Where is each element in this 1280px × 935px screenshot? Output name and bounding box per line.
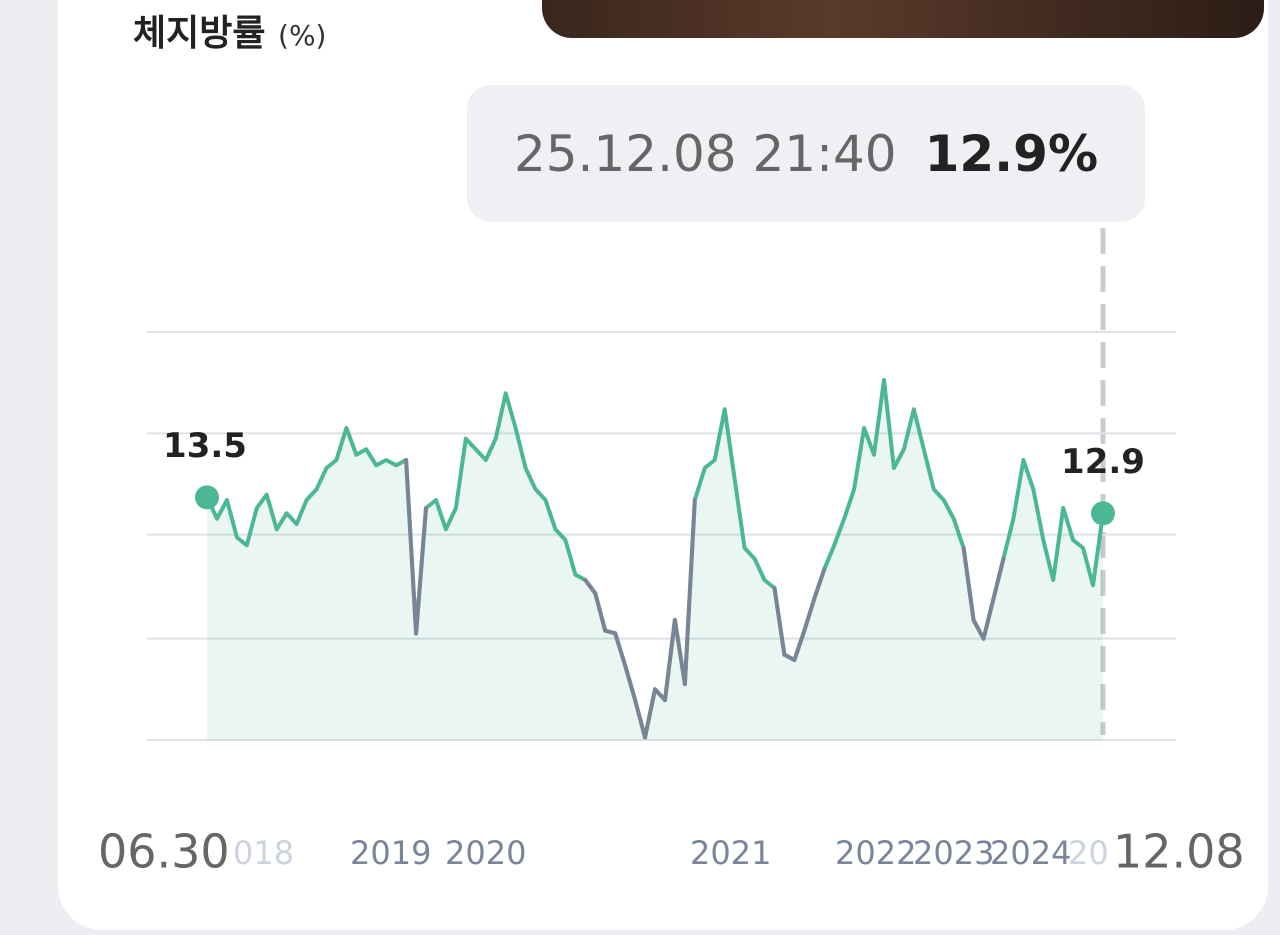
x-label: 20 <box>1068 834 1109 872</box>
low-segment <box>981 596 996 641</box>
area <box>207 380 1103 740</box>
x-label: 2020 <box>445 834 526 872</box>
end-dot <box>195 485 219 510</box>
x-label: 018 <box>233 834 294 872</box>
title-text: 체지방률 <box>133 13 266 54</box>
tooltip-value: 12.9% <box>924 124 1099 183</box>
low-segment <box>643 687 657 740</box>
low-segment <box>971 618 986 641</box>
x-label: 12.08 <box>1113 825 1245 879</box>
value-label: 13.5 <box>163 426 247 466</box>
low-segment <box>623 663 638 702</box>
low-segment <box>613 631 628 668</box>
low-segment <box>802 596 817 633</box>
low-segment <box>414 506 429 636</box>
low-segment <box>812 567 827 601</box>
low-segment <box>404 458 419 636</box>
x-label: 2024 <box>990 834 1071 872</box>
unit: (%) <box>278 19 327 52</box>
tooltip-time: 25.12.08 21:40 <box>513 124 897 183</box>
low-segment <box>991 556 1006 601</box>
low-segment <box>772 586 787 657</box>
low-segment <box>583 578 598 596</box>
x-label: 06.30 <box>98 825 230 879</box>
x-label: 2022 <box>835 834 916 872</box>
low-segment <box>662 618 677 702</box>
x-label: 2021 <box>690 834 771 872</box>
low-segment <box>961 546 976 622</box>
low-segment <box>593 591 608 633</box>
low-segment <box>682 498 697 686</box>
tooltip: 25.12.08 21:40 12.9% <box>467 85 1145 222</box>
photo <box>542 0 1264 38</box>
low-segment <box>633 698 648 740</box>
x-label: 2023 <box>913 834 994 872</box>
value-label: 12.9 <box>1061 442 1145 482</box>
end-dot <box>1091 501 1115 526</box>
title: 체지방률 (%) <box>133 4 326 56</box>
low-segment <box>672 618 687 686</box>
low-segment <box>792 628 807 662</box>
x-label: 2019 <box>350 834 431 872</box>
